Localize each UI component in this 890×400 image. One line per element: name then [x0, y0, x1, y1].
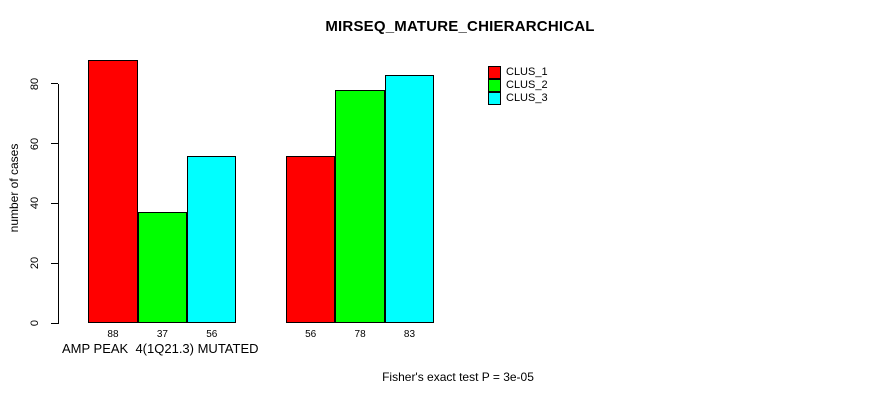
bar-value-label: 83	[403, 328, 416, 340]
legend-item-clus_2: CLUS_2	[488, 79, 548, 93]
bar-value-label: 88	[107, 328, 119, 340]
bar-clus_3-group2	[384, 74, 435, 323]
legend-swatch-clus_1	[488, 66, 501, 80]
legend-item-clus_3: CLUS_3	[488, 92, 548, 106]
legend-swatch-clus_2	[488, 79, 501, 93]
y-axis-tick	[51, 83, 58, 85]
bar-clus_2-group1	[137, 212, 188, 323]
y-axis-tick	[51, 202, 58, 204]
legend-label: CLUS_2	[506, 79, 548, 92]
bar-clus_1-group1	[88, 59, 138, 323]
x-category-label: AMP PEAK 4(1Q21.3) MUTATED	[62, 341, 259, 356]
y-axis-tick	[51, 262, 58, 264]
bar-value-label: 37	[156, 328, 168, 340]
chart-title: MIRSEQ_MATURE_CHIERARCHICAL	[325, 18, 595, 35]
legend: CLUS_1 CLUS_2 CLUS_3	[488, 66, 548, 106]
legend-item-clus_1: CLUS_1	[488, 66, 548, 80]
y-axis-tick	[51, 322, 58, 324]
bar-value-label: 78	[354, 328, 366, 340]
legend-label: CLUS_1	[506, 66, 548, 79]
legend-label: CLUS_3	[506, 92, 548, 105]
bar-clus_1-group2	[286, 155, 336, 323]
bar-clus_2-group2	[335, 89, 385, 323]
y-tick-label: 80	[29, 77, 41, 90]
y-tick-label: 40	[29, 197, 41, 210]
bar-value-label: 56	[206, 328, 218, 340]
p-value-annotation: Fisher's exact test P = 3e-05	[382, 370, 534, 384]
y-tick-label: 60	[29, 137, 41, 150]
y-tick-label: 0	[29, 319, 41, 327]
y-axis-line	[58, 83, 59, 324]
legend-swatch-clus_3	[488, 92, 501, 106]
y-tick-label: 20	[29, 257, 41, 270]
y-axis-tick	[51, 143, 58, 145]
bar-clus_3-group1	[187, 155, 237, 323]
bar-value-label: 56	[305, 328, 317, 340]
